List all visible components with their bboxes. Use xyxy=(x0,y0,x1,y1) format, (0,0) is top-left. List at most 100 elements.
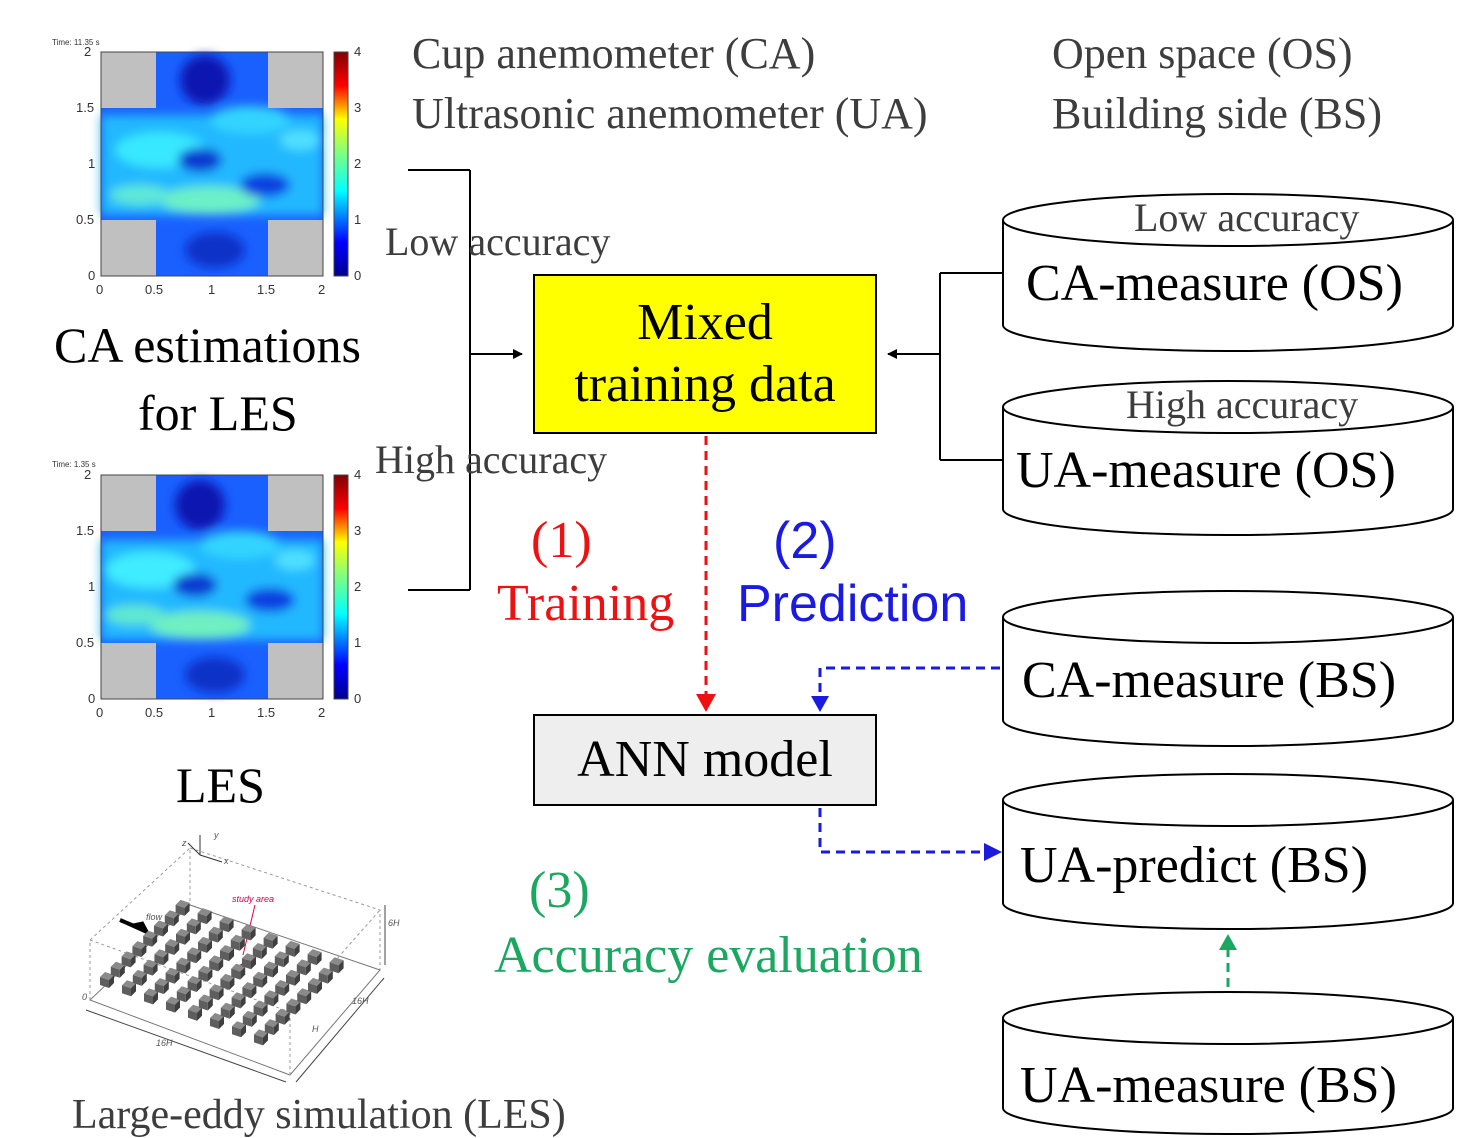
les-block-top xyxy=(154,949,169,958)
les-block-side xyxy=(173,913,179,927)
bottom-xtick-0-5: 0.5 xyxy=(145,705,164,720)
bottom-ytick-1: 1 xyxy=(88,579,96,594)
les-block-side xyxy=(154,925,163,937)
top-cbar-2: 2 xyxy=(354,156,362,171)
les-block-top xyxy=(252,943,267,951)
les-block-side xyxy=(294,943,300,957)
les-block-top xyxy=(187,947,202,956)
les-block-top xyxy=(263,932,278,941)
top-xtick-1: 1 xyxy=(208,282,216,297)
les-block-top xyxy=(110,961,125,970)
les-block-side xyxy=(143,935,153,947)
les-block-side xyxy=(230,939,240,951)
les-block-side xyxy=(316,952,322,966)
les-block-top xyxy=(176,986,191,995)
les-block-side xyxy=(327,970,333,984)
les-block-top xyxy=(307,949,322,958)
les-block-side xyxy=(232,1026,241,1038)
les-block-top xyxy=(286,969,300,978)
les-block-side xyxy=(286,1003,296,1015)
les-block-top xyxy=(264,1019,279,1028)
step2-number: (2) xyxy=(773,512,837,570)
cylinder-ua-measure-os xyxy=(1002,380,1454,536)
les-block-side xyxy=(210,1018,219,1029)
les-block-side xyxy=(306,991,312,1005)
les-block-top xyxy=(122,980,136,989)
cylinder1-label: CA-measure (OS) xyxy=(1026,255,1403,312)
les-block-top xyxy=(231,992,246,1001)
les-block-side xyxy=(338,960,344,974)
les-block-side xyxy=(185,960,191,974)
les-block-side xyxy=(165,972,175,984)
les-block-side xyxy=(174,942,180,955)
les-block-side xyxy=(242,958,251,970)
les-block-side xyxy=(153,991,158,1005)
les-axis-y: y xyxy=(214,830,219,840)
les-block-side xyxy=(165,944,175,955)
les-block-top xyxy=(231,963,246,972)
les-block-side xyxy=(261,946,267,959)
les-block-side xyxy=(262,974,268,988)
les-block-side xyxy=(305,962,311,976)
les-block-side xyxy=(284,1011,290,1025)
les-block-side xyxy=(174,970,180,984)
les-block-side xyxy=(121,956,131,968)
les-block-side xyxy=(132,946,142,958)
les-block-side xyxy=(220,978,230,990)
bracket-right xyxy=(887,272,1002,461)
les-block-top xyxy=(186,918,201,927)
les-block-top xyxy=(329,957,344,966)
ann-model-label: ANN model xyxy=(577,730,833,788)
les-block-side xyxy=(254,1034,263,1046)
les-block-top xyxy=(253,1000,268,1009)
les-block-side xyxy=(196,950,202,964)
les-block-side xyxy=(253,1005,263,1017)
les-block-top xyxy=(154,978,169,987)
les-block-side xyxy=(264,995,274,1007)
les-block-side xyxy=(295,972,300,986)
les-block-side xyxy=(208,931,218,943)
low-accuracy-left-label: Low accuracy xyxy=(385,222,610,262)
les-block-side xyxy=(143,964,153,976)
les-block-top xyxy=(264,961,278,970)
mixed-training-data-box: Mixed training data xyxy=(533,274,877,434)
step1-number: (1) xyxy=(531,512,592,569)
top-xtick-2: 2 xyxy=(318,282,326,297)
cylinder2-label: UA-measure (OS) xyxy=(1016,442,1396,499)
top-cbar-0: 0 xyxy=(354,268,362,283)
les-block-top xyxy=(308,977,322,986)
training-arrow xyxy=(696,436,716,712)
les-block-top xyxy=(241,924,256,933)
high-accuracy-left-label: High accuracy xyxy=(375,440,607,480)
les-block-side xyxy=(274,956,284,968)
les-block-top xyxy=(197,908,212,917)
les-block-side xyxy=(119,964,125,978)
les-block-top xyxy=(198,965,213,974)
bottom-cbar-0: 0 xyxy=(354,691,362,706)
les-block-side xyxy=(152,962,158,976)
les-block-side xyxy=(329,962,339,974)
les-block-side xyxy=(220,950,229,962)
prediction-arrow-in xyxy=(811,666,1000,712)
step3-number: (3) xyxy=(529,862,590,919)
top-cbar-3: 3 xyxy=(354,100,362,115)
cylinder4-label: UA-predict (BS) xyxy=(1020,837,1369,894)
bottom-xtick-2: 2 xyxy=(318,705,326,720)
les-block-side xyxy=(175,999,180,1013)
low-accuracy-text: Low accuracy xyxy=(385,219,611,264)
les-origin: 0 xyxy=(82,992,88,1002)
heatmap-bottom xyxy=(100,474,349,700)
les-block-top xyxy=(143,930,158,939)
les-block-side xyxy=(131,983,136,997)
les-block-top xyxy=(220,973,235,982)
les-block-side xyxy=(228,919,234,933)
les-block-top xyxy=(264,990,279,999)
cylinder1-accuracy-label: Low accuracy xyxy=(1134,195,1360,240)
les-block-side xyxy=(229,976,235,990)
les-block-top xyxy=(220,1002,235,1011)
bottom-cbar-3: 3 xyxy=(354,523,362,538)
cylinder-ca-measure-os xyxy=(1002,193,1454,352)
les-block-side xyxy=(196,979,202,992)
les-block-side xyxy=(240,995,246,1009)
les-block-side xyxy=(154,954,164,966)
